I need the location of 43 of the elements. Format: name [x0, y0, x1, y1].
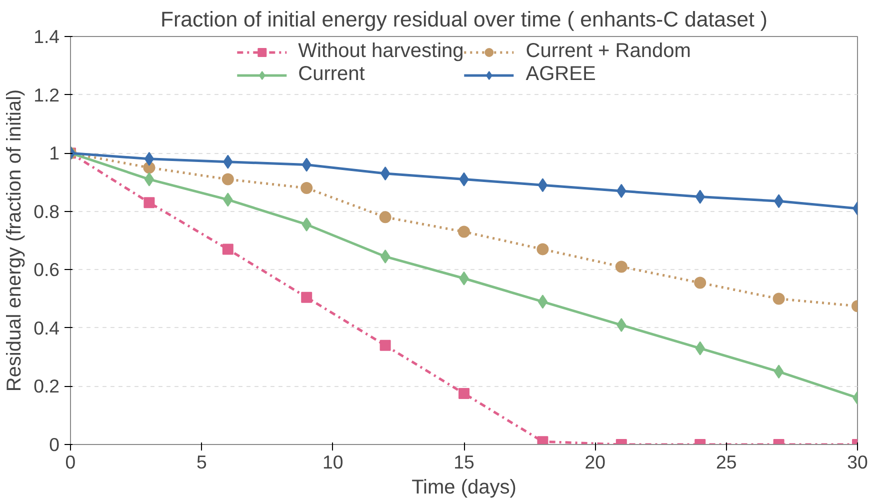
x-tick-label: 10 — [322, 452, 344, 472]
y-tick-label: 0.4 — [34, 317, 60, 338]
point — [694, 276, 706, 289]
x-tick-label: 20 — [584, 452, 606, 472]
y-tick-label: 0.2 — [34, 376, 60, 397]
point — [301, 292, 312, 303]
x-tick-label: 15 — [454, 452, 474, 472]
y-tick-label: 0.8 — [34, 200, 60, 222]
chart-title: Fraction of initial energy residual over time ( enhants-C dataset ) — [160, 8, 768, 32]
y-axis-title: Residual energy (fraction of initial) — [4, 89, 26, 392]
point — [615, 260, 628, 273]
point — [380, 166, 390, 180]
legend-label: Current + Random — [526, 40, 691, 63]
point — [538, 178, 548, 192]
point — [144, 172, 154, 186]
point — [380, 250, 390, 264]
x-tick-label: 30 — [847, 452, 868, 472]
point — [772, 292, 785, 305]
point — [458, 226, 470, 238]
y-tick-label: 1.2 — [34, 84, 60, 106]
point — [144, 152, 154, 166]
point — [380, 340, 391, 351]
point — [538, 294, 548, 309]
point — [222, 244, 234, 255]
x-axis-title: Time (days) — [412, 476, 516, 498]
point — [774, 364, 784, 379]
legend-label: Without harvesting — [298, 40, 464, 63]
point — [379, 211, 392, 224]
y-tick-label: 1.4 — [34, 26, 60, 47]
x-tick-label: 25 — [716, 452, 737, 472]
point — [222, 173, 234, 186]
point — [774, 194, 784, 208]
point — [144, 197, 155, 208]
point — [458, 388, 470, 399]
point — [536, 243, 549, 256]
y-tick-label: 0 — [49, 434, 60, 455]
point — [300, 182, 313, 194]
y-tick-label: 1 — [49, 142, 60, 164]
x-tick-label: 5 — [196, 452, 207, 472]
y-tick-label: 0.6 — [34, 259, 60, 280]
legend-label: Current — [298, 63, 365, 86]
legend-label: AGREE — [526, 63, 596, 86]
x-tick-label: 0 — [65, 452, 76, 472]
